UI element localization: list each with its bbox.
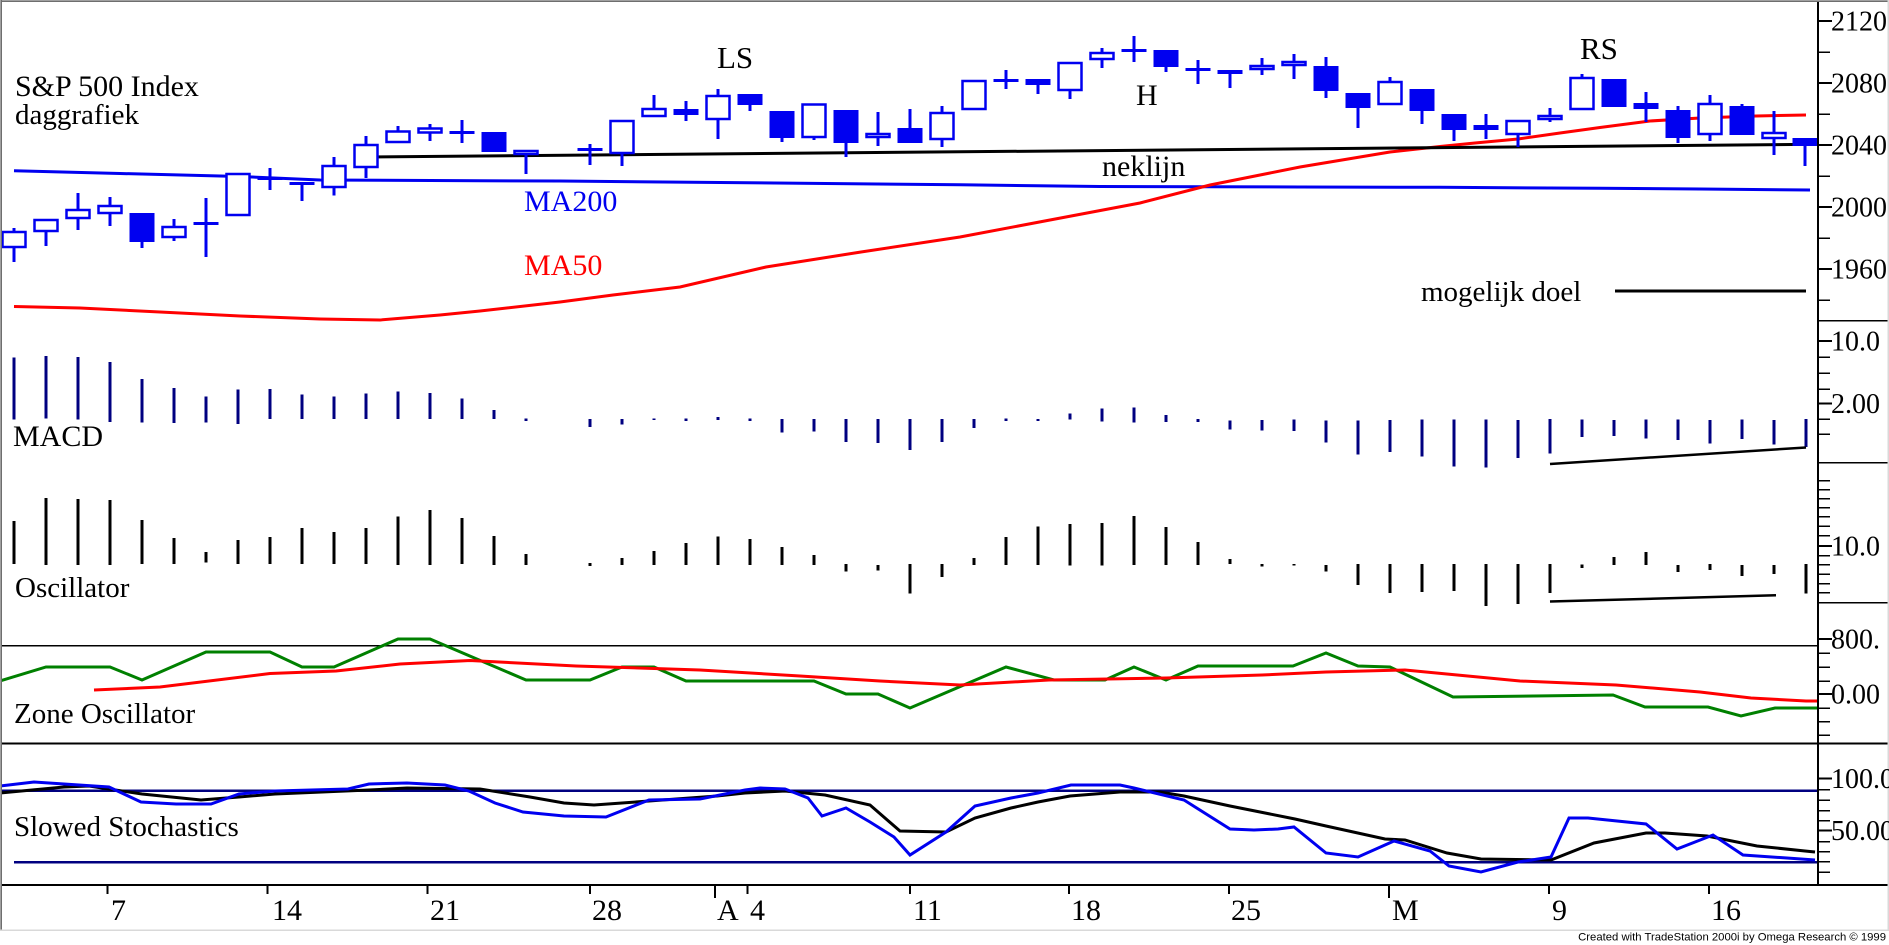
svg-text:25: 25 [1231,894,1261,927]
svg-text:H: H [1136,79,1158,112]
svg-text:Zone Oscillator: Zone Oscillator [14,698,196,730]
svg-text:LS: LS [717,40,753,75]
svg-text:21: 21 [430,894,460,927]
svg-text:2040: 2040 [1831,131,1887,162]
svg-text:28: 28 [592,894,622,927]
svg-text:mogelijk doel: mogelijk doel [1421,276,1581,308]
svg-text:MA50: MA50 [524,249,602,282]
svg-text:800.: 800. [1831,625,1880,656]
svg-text:16: 16 [1711,894,1741,927]
svg-text:2000: 2000 [1831,193,1887,224]
svg-text:2080: 2080 [1831,69,1887,100]
svg-text:10.0: 10.0 [1831,327,1880,358]
svg-text:2120: 2120 [1831,7,1887,38]
svg-text:A: A [717,894,739,927]
svg-text:4: 4 [750,894,765,927]
svg-text:Oscillator: Oscillator [15,572,130,604]
svg-text:7: 7 [111,894,126,927]
svg-text:MA200: MA200 [524,185,617,218]
svg-text:RS: RS [1580,31,1618,66]
svg-text:daggrafiek: daggrafiek [15,99,139,131]
svg-text:MACD: MACD [13,420,103,453]
svg-text:9: 9 [1552,894,1567,927]
svg-text:10.0: 10.0 [1831,532,1880,563]
svg-text:11: 11 [913,894,942,927]
svg-text:S&P 500 Index: S&P 500 Index [15,70,199,103]
svg-text:Created with TradeStation 2000: Created with TradeStation 2000i by Omega… [1578,932,1886,944]
svg-text:18: 18 [1071,894,1101,927]
svg-text:neklijn: neklijn [1102,150,1185,183]
svg-text:1960: 1960 [1831,255,1887,286]
svg-text:0.00: 0.00 [1831,680,1880,711]
svg-text:50.00: 50.00 [1831,816,1889,847]
svg-text:Slowed Stochastics: Slowed Stochastics [14,811,239,843]
svg-text:100.0: 100.0 [1831,764,1889,795]
svg-text:M: M [1392,894,1419,927]
svg-text:2.00: 2.00 [1831,389,1880,420]
svg-text:14: 14 [272,894,302,927]
